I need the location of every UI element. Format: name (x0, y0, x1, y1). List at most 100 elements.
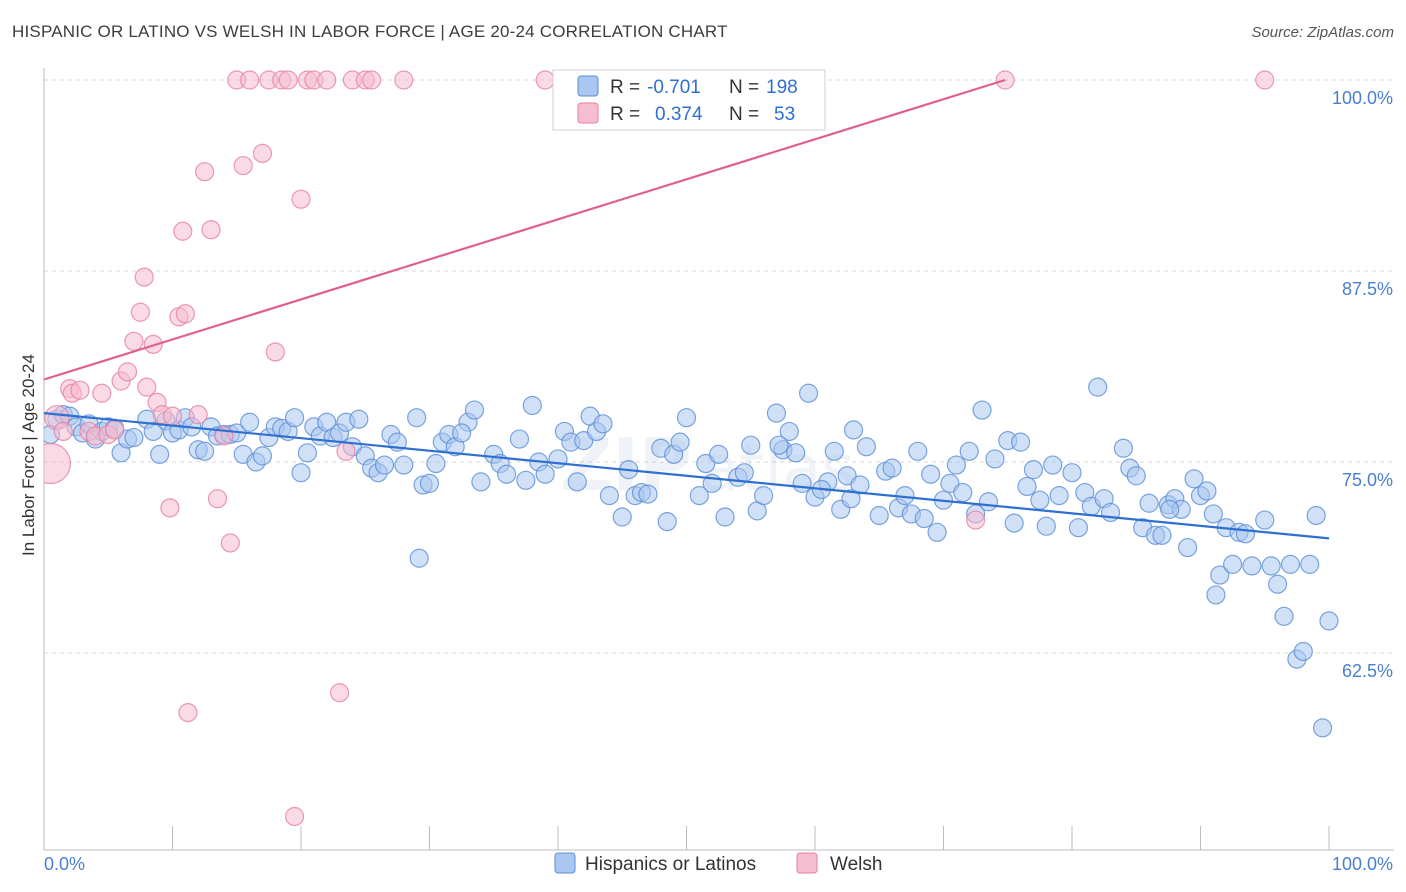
hispanic-point (143, 421, 163, 442)
hispanic-point (509, 429, 530, 449)
chart-source: Source: ZipAtlas.com (1251, 24, 1394, 41)
hispanic-point (856, 437, 877, 457)
hispanic-point (1197, 481, 1217, 501)
hispanic-point (766, 403, 787, 423)
hispanic-point (535, 464, 555, 484)
hispanic-point (1242, 556, 1262, 576)
hispanic-point (1023, 460, 1044, 480)
hispanic-point (1267, 574, 1288, 594)
welsh-point (175, 304, 195, 324)
hispanic-point (1280, 554, 1301, 574)
hispanic-point (657, 511, 677, 532)
hispanic-point (927, 522, 947, 542)
hispanic-point (1261, 556, 1281, 576)
hispanic-point (593, 414, 613, 434)
hispanic-point (612, 507, 632, 527)
legend-label-hispanic: Hispanics or Latinos (585, 854, 756, 875)
stats-r-value-1: -0.701 (647, 77, 701, 98)
y-tick-label: 100.0% (1332, 88, 1393, 108)
hispanic-point (1274, 606, 1294, 626)
hispanic-point (1223, 554, 1243, 574)
hispanic-point (419, 473, 440, 493)
hispanic-point (869, 505, 889, 526)
hispanic-point (548, 449, 568, 469)
hispanic-point (1306, 505, 1326, 526)
hispanic-point (1030, 490, 1050, 510)
hispanic-point (959, 441, 979, 461)
welsh-point (137, 377, 157, 397)
welsh-point (70, 380, 90, 400)
welsh-point (966, 510, 986, 530)
welsh-point (44, 442, 72, 485)
hispanic-point (150, 444, 170, 464)
welsh-point (220, 533, 240, 553)
hispanic-point (638, 484, 658, 504)
hispanic-point (471, 472, 491, 492)
hispanic-point (1036, 516, 1056, 536)
hispanic-point (709, 444, 729, 464)
hispanic-point (715, 507, 735, 527)
hispanic-point (291, 463, 311, 483)
hispanic-point (1049, 486, 1069, 506)
welsh-point (233, 155, 253, 176)
hispanic-point (407, 408, 427, 428)
y-tick-label: 87.5% (1342, 279, 1393, 299)
hispanic-point (409, 548, 429, 568)
hispanic-point (753, 486, 774, 506)
hispanic-point (497, 464, 517, 484)
hispanic-point (1235, 524, 1256, 544)
welsh-point (53, 421, 73, 442)
welsh-point (178, 702, 198, 723)
stats-r-value-2: 0.374 (655, 104, 703, 125)
hispanic-point (1255, 510, 1275, 530)
welsh-point (134, 267, 154, 287)
welsh-point (240, 70, 260, 90)
welsh-point (394, 70, 414, 90)
welsh-point (284, 806, 305, 827)
hispanic-point (1004, 513, 1024, 533)
stats-n-value-2: 53 (774, 104, 795, 125)
hispanic-point (1312, 718, 1333, 738)
welsh-point (265, 342, 285, 362)
welsh-point (124, 331, 144, 351)
welsh-point (291, 189, 311, 209)
hispanic-point (516, 470, 536, 490)
welsh-point (329, 683, 350, 703)
hispanic-point (914, 508, 934, 529)
x-tick-label-max: 100.0% (1332, 854, 1393, 874)
hispanic-point (284, 408, 305, 428)
welsh-point (336, 441, 356, 461)
welsh-point (362, 70, 382, 90)
hispanic-point (349, 409, 369, 429)
hispanic-point (1152, 525, 1172, 545)
hispanic-point (1068, 518, 1089, 538)
hispanic-point (1088, 377, 1108, 397)
y-axis-title: In Labor Force | Age 20-24 (19, 354, 38, 556)
welsh-point (207, 489, 228, 509)
hispanic-point (734, 463, 754, 483)
hispanic-point (921, 464, 941, 484)
hispanic-point (779, 421, 799, 442)
hispanic-point (953, 482, 973, 503)
hispanic-point (195, 441, 215, 461)
stats-n-label-2: N = (729, 104, 759, 125)
hispanic-point (972, 400, 992, 420)
hispanic-point (843, 420, 864, 440)
welsh-point (117, 362, 138, 382)
welsh-point (252, 143, 273, 163)
hispanic-point (850, 475, 870, 495)
welsh-point (105, 420, 125, 440)
stats-n-label-1: N = (729, 77, 759, 98)
hispanic-point (769, 435, 789, 455)
chart-title: HISPANIC OR LATINO VS WELSH IN LABOR FOR… (12, 22, 728, 41)
hispanic-point (394, 455, 414, 475)
hispanic-point (252, 446, 273, 466)
welsh-point (92, 383, 112, 403)
hispanic-point (689, 486, 709, 506)
welsh-point (201, 220, 221, 240)
hispanic-point (841, 489, 861, 509)
hispanic-point (1139, 493, 1159, 513)
welsh-point (173, 221, 193, 241)
chart-legend: Hispanics or Latinos Welsh (554, 852, 882, 875)
